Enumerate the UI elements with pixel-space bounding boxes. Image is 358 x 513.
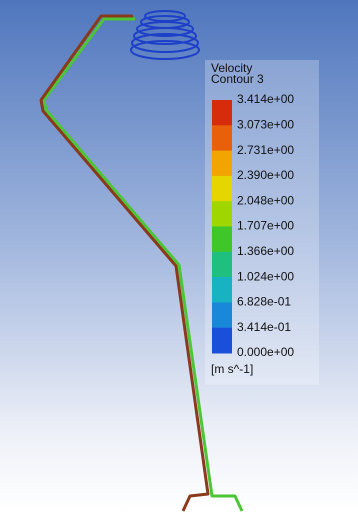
colorbar-band (212, 151, 232, 177)
colorbar-band (212, 302, 232, 328)
colorbar-band (212, 201, 232, 227)
colorbar-label: 0.000e+00 (237, 345, 294, 359)
legend-unit: [m s^-1] (211, 362, 253, 376)
colorbar-label: 3.414e+00 (237, 92, 294, 106)
colorbar-label: 3.073e+00 (237, 117, 294, 131)
colorbar-label: 1.707e+00 (237, 219, 294, 233)
colorbar-band (212, 328, 232, 354)
legend-subtitle: Contour 3 (211, 72, 264, 86)
colorbar-band (212, 252, 232, 278)
colorbar-band (212, 227, 232, 253)
colorbar-label: 1.366e+00 (237, 244, 294, 258)
colorbar-label: 2.731e+00 (237, 143, 294, 157)
colorbar (212, 100, 232, 354)
colorbar-label: 2.390e+00 (237, 168, 294, 182)
colorbar-band (212, 125, 232, 151)
viewport: Velocity Contour 3 3.414e+003.073e+002.7… (0, 0, 358, 513)
colorbar-band (212, 277, 232, 303)
colorbar-label: 3.414e-01 (237, 320, 291, 334)
colorbar-band (212, 100, 232, 126)
colorbar-label: 1.024e+00 (237, 269, 294, 283)
colorbar-label: 2.048e+00 (237, 193, 294, 207)
colorbar-band (212, 176, 232, 202)
colorbar-label: 6.828e-01 (237, 295, 291, 309)
